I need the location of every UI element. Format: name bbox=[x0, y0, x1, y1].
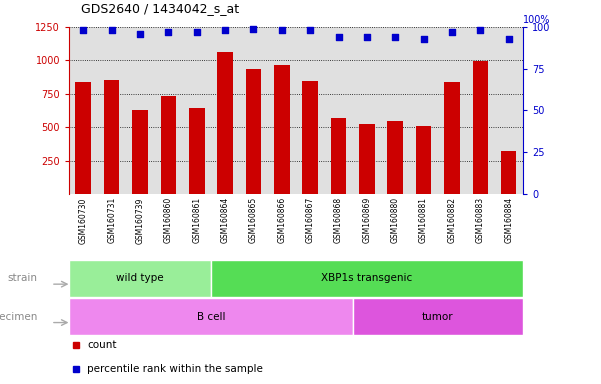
Text: GSM160869: GSM160869 bbox=[362, 197, 371, 243]
Point bbox=[391, 34, 400, 40]
Text: GSM160881: GSM160881 bbox=[419, 197, 428, 243]
Bar bbox=[76, 82, 91, 194]
Bar bbox=[359, 124, 374, 194]
Bar bbox=[69, 298, 353, 335]
Text: GDS2640 / 1434042_s_at: GDS2640 / 1434042_s_at bbox=[81, 2, 239, 15]
Point bbox=[334, 34, 343, 40]
Text: GSM160882: GSM160882 bbox=[448, 197, 457, 243]
Text: GSM160867: GSM160867 bbox=[306, 197, 315, 243]
Point bbox=[249, 25, 258, 31]
Text: GSM160864: GSM160864 bbox=[221, 197, 230, 243]
Point bbox=[135, 30, 145, 36]
Bar bbox=[501, 151, 516, 194]
Bar bbox=[211, 260, 523, 297]
Bar bbox=[274, 65, 290, 194]
Point bbox=[221, 27, 230, 33]
Bar bbox=[69, 260, 211, 297]
Bar bbox=[160, 96, 176, 194]
Text: GSM160860: GSM160860 bbox=[164, 197, 173, 243]
Point bbox=[192, 29, 201, 35]
Bar bbox=[218, 52, 233, 194]
Point bbox=[419, 35, 429, 41]
Text: strain: strain bbox=[7, 273, 37, 283]
Bar bbox=[388, 121, 403, 194]
Text: GSM160739: GSM160739 bbox=[135, 197, 144, 243]
Point bbox=[475, 27, 485, 33]
Point bbox=[79, 27, 88, 33]
Bar bbox=[104, 79, 120, 194]
Text: XBP1s transgenic: XBP1s transgenic bbox=[322, 273, 412, 283]
Text: GSM160880: GSM160880 bbox=[391, 197, 400, 243]
Text: specimen: specimen bbox=[0, 312, 37, 322]
Text: GSM160730: GSM160730 bbox=[79, 197, 88, 243]
Text: wild type: wild type bbox=[116, 273, 164, 283]
Bar bbox=[132, 110, 148, 194]
Point bbox=[447, 29, 457, 35]
Bar bbox=[302, 81, 318, 194]
Point bbox=[504, 35, 513, 41]
Text: GSM160866: GSM160866 bbox=[277, 197, 286, 243]
Text: GSM160861: GSM160861 bbox=[192, 197, 201, 243]
Bar bbox=[472, 61, 488, 194]
Text: tumor: tumor bbox=[422, 312, 454, 322]
Point bbox=[163, 29, 173, 35]
Text: GSM160868: GSM160868 bbox=[334, 197, 343, 243]
Point bbox=[107, 27, 117, 33]
Text: GSM160884: GSM160884 bbox=[504, 197, 513, 243]
Bar bbox=[444, 82, 460, 194]
Point bbox=[305, 27, 315, 33]
Text: GSM160731: GSM160731 bbox=[107, 197, 116, 243]
Bar bbox=[189, 108, 204, 194]
Text: GSM160865: GSM160865 bbox=[249, 197, 258, 243]
Text: percentile rank within the sample: percentile rank within the sample bbox=[87, 364, 263, 374]
Text: GSM160883: GSM160883 bbox=[476, 197, 485, 243]
Bar bbox=[416, 126, 432, 194]
Bar bbox=[353, 298, 523, 335]
Bar bbox=[246, 69, 261, 194]
Text: 100%: 100% bbox=[523, 15, 551, 25]
Point bbox=[362, 34, 371, 40]
Point bbox=[277, 27, 287, 33]
Text: B cell: B cell bbox=[197, 312, 225, 322]
Text: count: count bbox=[87, 340, 117, 350]
Bar bbox=[331, 118, 346, 194]
